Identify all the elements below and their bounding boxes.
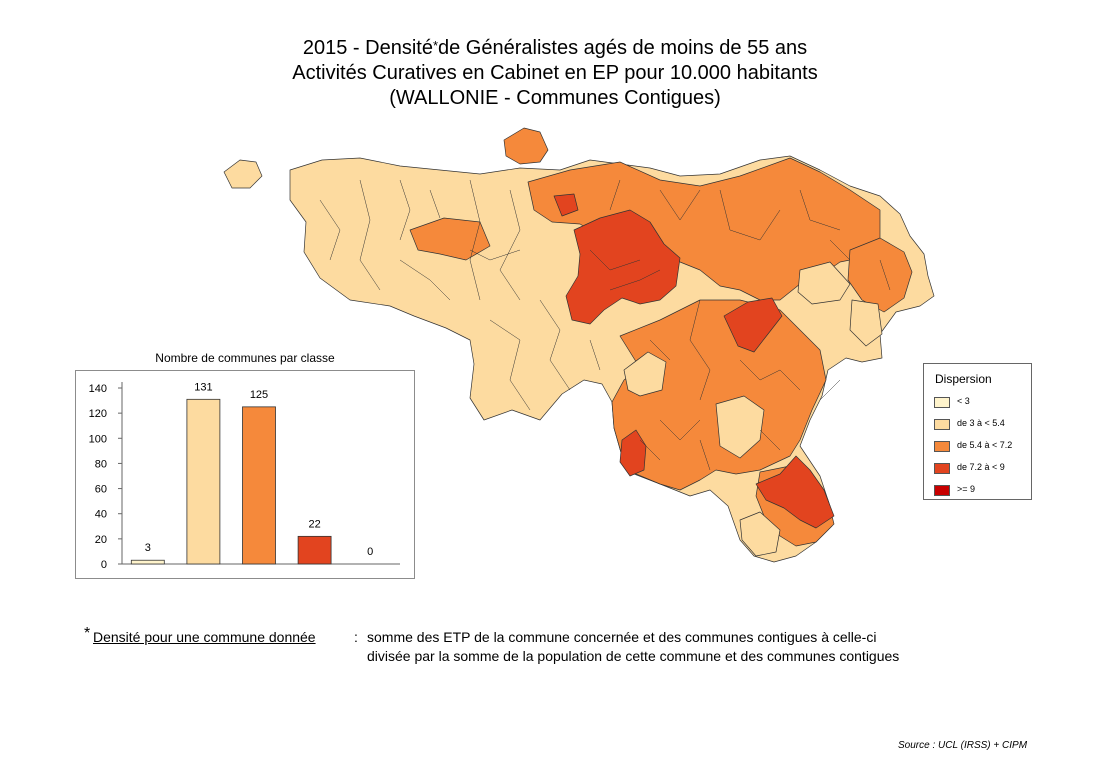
legend: Dispersion < 3 de 3 à < 5.4 de 5.4 à < 7…: [923, 363, 1032, 500]
legend-swatch: [934, 441, 950, 452]
bar-chart: 0 20 40 60 80 100 120 140 3 131 125 22 0: [75, 370, 415, 579]
title-asterisk: *: [432, 38, 438, 53]
y-tick-label: 20: [95, 534, 107, 546]
legend-swatch: [934, 485, 950, 496]
title-line-1-part-a: 2015 - Densité: [302, 37, 433, 59]
bar-value-label: 125: [250, 389, 268, 401]
zone-class-72-9-southeast: [755, 455, 835, 529]
y-tick-label: 140: [89, 383, 107, 395]
y-tick-label: 100: [89, 433, 107, 445]
title-line-1-part-b: de Généralistes agés de moins de 55 ans: [438, 37, 808, 59]
zone-class-3-54-south-pocket: [739, 511, 781, 557]
bar: [297, 535, 332, 565]
footnote-definition-line-1: somme des ETP de la commune concernée et…: [367, 629, 877, 645]
bar-value-label: 3: [145, 542, 151, 554]
y-tick-label: 120: [89, 408, 107, 420]
zone-class-3-54-center-south: [715, 395, 765, 459]
bar: [130, 559, 165, 565]
footnote-colon: :: [354, 629, 358, 645]
legend-swatch: [934, 397, 950, 408]
zone-class-3-54-center-pocket: [623, 351, 667, 397]
title-line-2: Activités Curatives en Cabinet en EP pou…: [292, 62, 818, 84]
footnote-definition-line-2: divisée par la somme de la population de…: [367, 648, 900, 664]
y-tick-label: 80: [95, 458, 107, 470]
zone-class-72-9-southwest: [619, 429, 647, 477]
footnote-asterisk: *: [84, 625, 91, 642]
bar-value-label: 0: [367, 546, 373, 558]
legend-label: de 7.2 à < 9: [957, 462, 1005, 472]
legend-swatch: [934, 463, 950, 474]
commune-boundaries: [319, 179, 891, 471]
legend-swatch: [934, 419, 950, 430]
zone-class-54-72-east: [847, 237, 913, 313]
zone-class-72-9-mid: [723, 297, 783, 353]
source-credit: Source : UCL (IRSS) + CIPM: [898, 740, 1028, 751]
zone-class-3-54-east-pocket: [797, 261, 851, 305]
legend-label: de 5.4 à < 7.2: [957, 440, 1013, 450]
bar-value-label: 22: [308, 518, 320, 530]
zone-class-3-54-east-south: [849, 299, 883, 347]
bar-chart-svg: 0 20 40 60 80 100 120 140 3 131 125 22 0: [89, 381, 400, 571]
y-tick-label: 40: [95, 509, 107, 521]
chart-title: Nombre de communes par classe: [155, 351, 335, 365]
zone-class-72-9-center: [565, 209, 681, 325]
title-line-3: (WALLONIE - Communes Contigues): [389, 87, 721, 109]
map-title: 2015 - Densité*de Généralistes agés de m…: [0, 36, 1098, 111]
legend-label: de 3 à < 5.4: [957, 418, 1005, 428]
y-tick-label: 0: [101, 559, 107, 571]
footnote-term: Densité pour une commune donnée: [93, 629, 316, 645]
legend-title: Dispersion: [935, 372, 992, 386]
title-line-1: 2015 - Densité*de Généralistes agés de m…: [0, 36, 1098, 61]
bar: [242, 406, 276, 565]
legend-label: >= 9: [957, 484, 976, 494]
zone-class-72-9-north-strip: [553, 193, 579, 217]
y-tick-label: 60: [95, 484, 107, 496]
zone-class-54-72-west: [409, 217, 491, 261]
bar: [186, 398, 221, 565]
legend-label: < 3: [957, 396, 970, 406]
bar-value-label: 131: [194, 381, 212, 393]
region-north-enclave: [503, 127, 549, 165]
